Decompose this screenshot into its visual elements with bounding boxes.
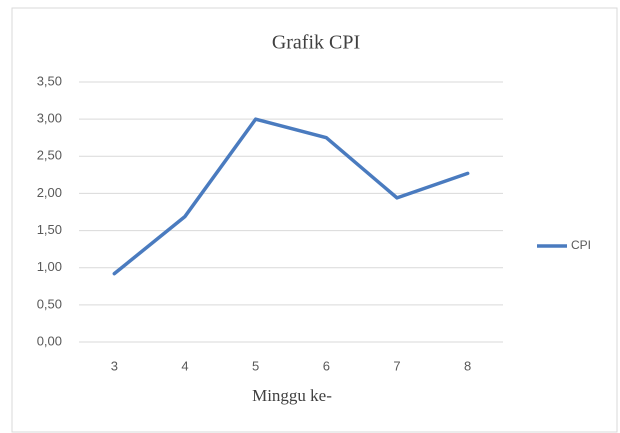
y-tick-label: 3,50 <box>37 73 62 88</box>
x-axis-label: Minggu ke- <box>252 386 332 405</box>
x-tick-label: 5 <box>252 358 259 373</box>
x-tick-label: 8 <box>464 358 471 373</box>
x-tick-label: 6 <box>323 358 330 373</box>
legend-label: CPI <box>571 238 591 252</box>
y-tick-label: 0,50 <box>37 296 62 311</box>
x-tick-label: 7 <box>393 358 400 373</box>
y-tick-label: 3,00 <box>37 111 62 126</box>
y-tick-label: 1,00 <box>37 259 62 274</box>
y-tick-label: 2,00 <box>37 185 62 200</box>
data-line <box>112 117 470 276</box>
y-tick-label: 1,50 <box>37 222 62 237</box>
x-tick-label: 3 <box>111 358 118 373</box>
y-tick-label: 0,00 <box>37 333 62 348</box>
chart-frame <box>11 7 618 433</box>
chart-title: Grafik CPI <box>272 32 360 54</box>
y-tick-label: 2,50 <box>37 148 62 163</box>
x-tick-label: 4 <box>181 358 188 373</box>
